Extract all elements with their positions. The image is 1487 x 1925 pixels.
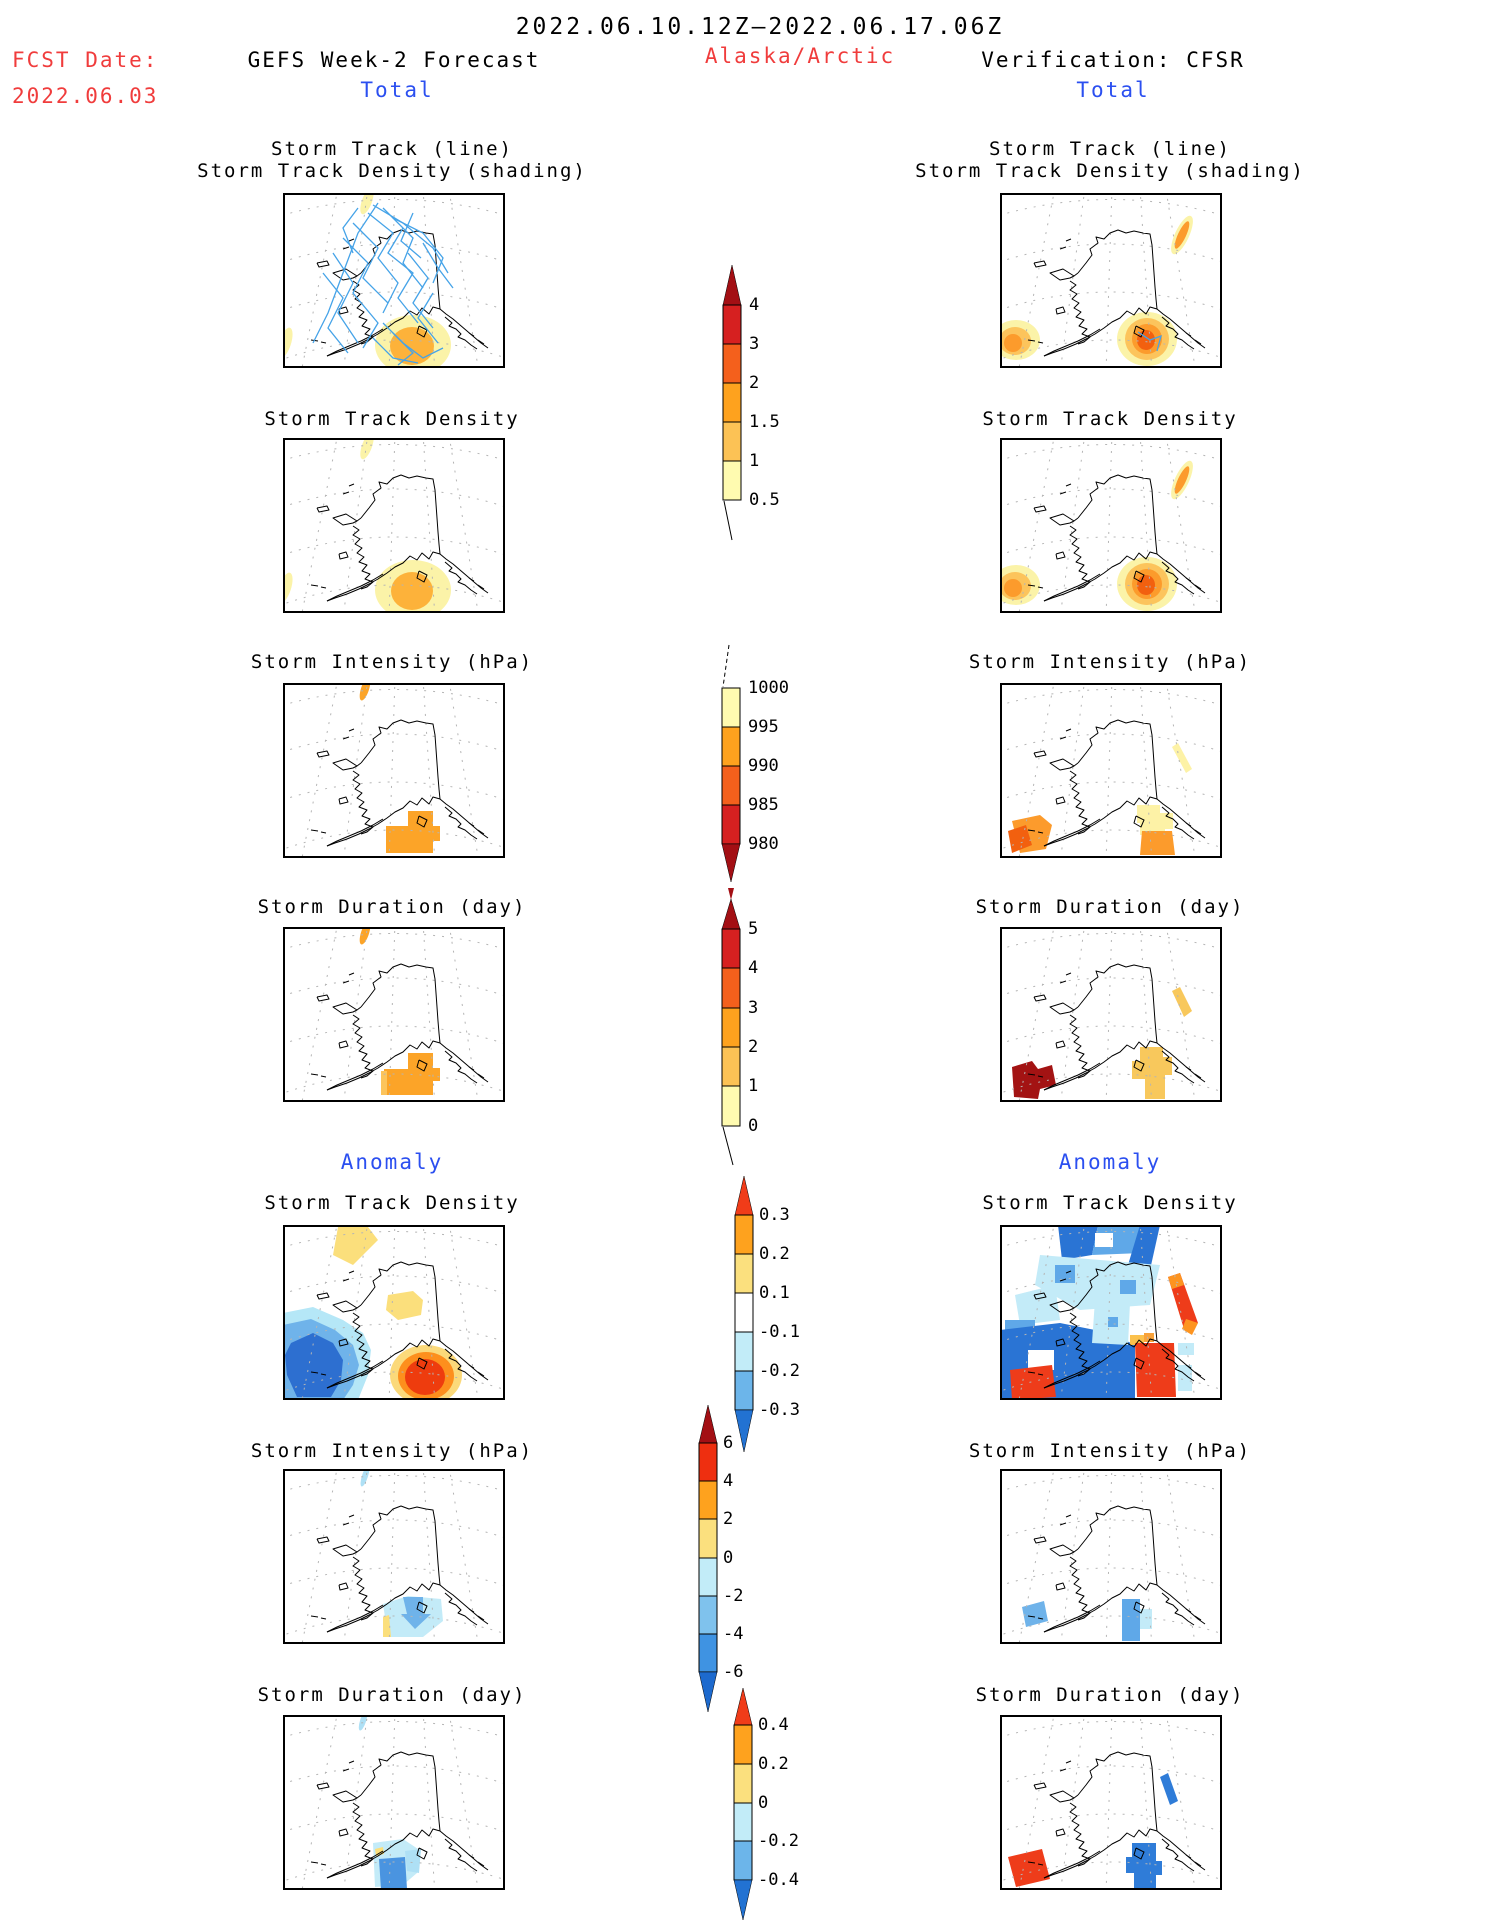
colorbar-track-density bbox=[710, 258, 755, 548]
panel-title: Storm Intensity (hPa) bbox=[968, 1440, 1252, 1462]
cb-tick: 1 bbox=[748, 1076, 759, 1096]
cb-tick: -0.2 bbox=[759, 1361, 800, 1381]
colorbar-anom-duration bbox=[724, 1683, 772, 1925]
region-label: Alaska/Arctic bbox=[704, 44, 896, 68]
panel-title: Storm Track Density bbox=[264, 408, 520, 430]
map-gefs-duration bbox=[283, 927, 505, 1102]
cb-tick: 4 bbox=[749, 295, 760, 315]
left-column-title: GEFS Week-2 Forecast bbox=[247, 48, 541, 72]
left-anomaly-label: Anomaly bbox=[340, 1150, 444, 1174]
cb-tick: 980 bbox=[748, 834, 779, 854]
map-cfsr-anom-intensity bbox=[1000, 1469, 1222, 1644]
cb-tick: 1000 bbox=[748, 678, 789, 698]
map-gefs-track-density bbox=[283, 438, 505, 613]
cb-tick: 0.2 bbox=[759, 1244, 790, 1264]
cb-tick: 1.5 bbox=[749, 412, 780, 432]
map-gefs-anom-duration bbox=[283, 1715, 505, 1890]
right-anomaly-label: Anomaly bbox=[1058, 1150, 1162, 1174]
storm-track-line bbox=[1137, 331, 1162, 352]
cb-tick: 0.2 bbox=[758, 1754, 789, 1774]
cb-tick: 3 bbox=[749, 334, 760, 354]
colorbar-anom-intensity bbox=[690, 1400, 738, 1715]
cb-tick: -0.4 bbox=[758, 1870, 799, 1890]
panel-title: Storm Intensity (hPa) bbox=[250, 1440, 534, 1462]
map-gefs-storm-track bbox=[283, 193, 505, 368]
map-cfsr-anom-duration bbox=[1000, 1715, 1222, 1890]
fcst-date-label: FCST Date: bbox=[12, 48, 159, 72]
cb-tick: 2 bbox=[723, 1509, 734, 1529]
panel-title: Storm Duration (day) bbox=[975, 896, 1245, 918]
map-cfsr-anom-track-density bbox=[1000, 1225, 1222, 1400]
left-section-label: Total bbox=[360, 78, 434, 102]
fcst-date-value: 2022.06.03 bbox=[12, 84, 159, 108]
panel-title: Storm Track Density (shading) bbox=[197, 160, 587, 182]
cb-tick: 6 bbox=[723, 1433, 734, 1453]
colorbar-anom-density bbox=[725, 1170, 773, 1460]
panel-title: Storm Track Density (shading) bbox=[915, 160, 1305, 182]
cb-tick: -0.2 bbox=[758, 1831, 799, 1851]
cb-tick: 995 bbox=[748, 717, 779, 737]
storm-track-lines bbox=[312, 202, 454, 366]
map-cfsr-storm-track bbox=[1000, 193, 1222, 368]
map-cfsr-duration bbox=[1000, 927, 1222, 1102]
cb-tick: 0.1 bbox=[759, 1283, 790, 1303]
page-title: 2022.06.10.12Z–2022.06.17.06Z bbox=[515, 14, 1005, 40]
cb-tick: -0.3 bbox=[759, 1400, 800, 1420]
map-cfsr-intensity bbox=[1000, 683, 1222, 858]
panel-title: Storm Intensity (hPa) bbox=[250, 651, 534, 673]
cb-tick: 985 bbox=[748, 795, 779, 815]
colorbar-intensity bbox=[710, 640, 755, 910]
cb-tick: 990 bbox=[748, 756, 779, 776]
cb-tick: 4 bbox=[723, 1471, 734, 1491]
cb-tick: 0.3 bbox=[759, 1205, 790, 1225]
cb-tick: 0 bbox=[758, 1793, 769, 1813]
map-gefs-anom-intensity bbox=[283, 1469, 505, 1644]
cb-tick: 4 bbox=[748, 958, 759, 978]
panel-title: Storm Duration (day) bbox=[257, 896, 527, 918]
panel-title: Storm Track Density bbox=[982, 1192, 1238, 1214]
panel-title: Storm Intensity (hPa) bbox=[968, 651, 1252, 673]
cb-tick: 0 bbox=[748, 1116, 759, 1136]
cb-tick: 0.4 bbox=[758, 1715, 789, 1735]
cb-tick: 2 bbox=[748, 1037, 759, 1057]
panel-title: Storm Track (line) bbox=[271, 138, 513, 160]
cb-tick: -2 bbox=[723, 1586, 744, 1606]
cb-tick: 0.5 bbox=[749, 490, 780, 510]
right-column-title: Verification: CFSR bbox=[981, 48, 1245, 72]
panel-title: Storm Track Density bbox=[982, 408, 1238, 430]
cb-tick: 0 bbox=[723, 1548, 734, 1568]
cb-tick: -6 bbox=[723, 1662, 744, 1682]
cb-tick: 2 bbox=[749, 373, 760, 393]
cb-tick: -4 bbox=[723, 1624, 744, 1644]
panel-title: Storm Track (line) bbox=[989, 138, 1231, 160]
right-section-label: Total bbox=[1076, 78, 1150, 102]
map-gefs-intensity bbox=[283, 683, 505, 858]
map-cfsr-track-density bbox=[1000, 438, 1222, 613]
panel-title: Storm Track Density bbox=[264, 1192, 520, 1214]
colorbar-duration bbox=[710, 895, 755, 1175]
panel-title: Storm Duration (day) bbox=[257, 1684, 527, 1706]
cb-tick: 1 bbox=[749, 451, 760, 471]
panel-title: Storm Duration (day) bbox=[975, 1684, 1245, 1706]
map-gefs-anom-track-density bbox=[283, 1225, 505, 1400]
cb-tick: 5 bbox=[748, 919, 759, 939]
cb-tick: 3 bbox=[748, 998, 759, 1018]
cb-tick: -0.1 bbox=[759, 1322, 800, 1342]
